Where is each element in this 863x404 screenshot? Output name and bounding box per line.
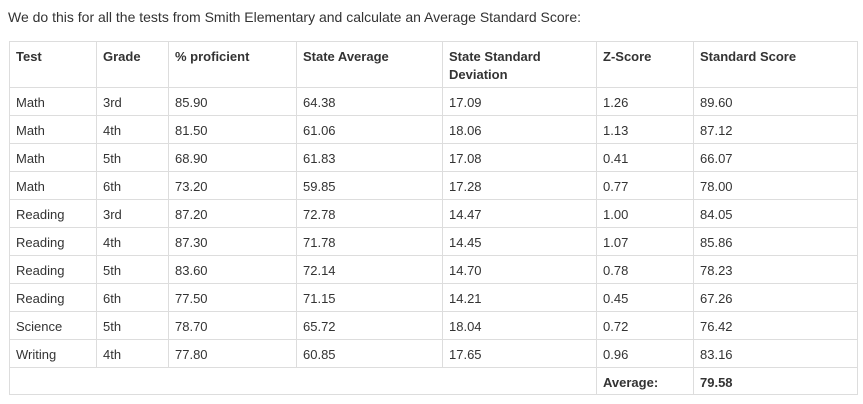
cell-state-average: 72.14: [296, 255, 443, 284]
cell-standard-score: 83.16: [693, 339, 858, 368]
cell-grade: 3rd: [96, 87, 169, 116]
table-row: Reading 5th 83.60 72.14 14.70 0.78 78.23: [9, 255, 858, 284]
cell-state-average: 61.06: [296, 115, 443, 144]
cell-test: Reading: [9, 283, 97, 312]
header-state-standard-deviation: State Standard Deviation: [442, 41, 597, 88]
cell-test: Reading: [9, 199, 97, 228]
cell-standard-score: 76.42: [693, 311, 858, 340]
cell-z-score: 0.45: [596, 283, 694, 312]
cell-percent-proficient: 87.30: [168, 227, 297, 256]
cell-percent-proficient: 78.70: [168, 311, 297, 340]
cell-test: Writing: [9, 339, 97, 368]
cell-z-score: 1.26: [596, 87, 694, 116]
header-percent-proficient: % proficient: [168, 41, 297, 88]
cell-standard-score: 84.05: [693, 199, 858, 228]
table-footer-row: Average: 79.58: [9, 367, 858, 395]
cell-standard-score: 78.23: [693, 255, 858, 284]
header-standard-score: Standard Score: [693, 41, 858, 88]
cell-z-score: 0.77: [596, 171, 694, 200]
cell-grade: 3rd: [96, 199, 169, 228]
cell-percent-proficient: 85.90: [168, 87, 297, 116]
cell-state-standard-deviation: 17.08: [442, 143, 597, 172]
table-row: Math 4th 81.50 61.06 18.06 1.13 87.12: [9, 115, 858, 144]
cell-state-standard-deviation: 14.45: [442, 227, 597, 256]
cell-grade: 4th: [96, 227, 169, 256]
cell-grade: 5th: [96, 255, 169, 284]
table-row: Science 5th 78.70 65.72 18.04 0.72 76.42: [9, 311, 858, 340]
cell-state-standard-deviation: 14.47: [442, 199, 597, 228]
header-z-score: Z-Score: [596, 41, 694, 88]
header-grade: Grade: [96, 41, 169, 88]
table-body: Math 3rd 85.90 64.38 17.09 1.26 89.60 Math 4th 81…: [9, 87, 858, 368]
cell-grade: 4th: [96, 339, 169, 368]
cell-test: Reading: [9, 255, 97, 284]
cell-state-standard-deviation: 18.04: [442, 311, 597, 340]
footer-empty-cell: [9, 367, 597, 395]
cell-percent-proficient: 77.80: [168, 339, 297, 368]
cell-standard-score: 89.60: [693, 87, 858, 116]
cell-state-standard-deviation: 17.65: [442, 339, 597, 368]
cell-percent-proficient: 68.90: [168, 143, 297, 172]
cell-test: Math: [9, 143, 97, 172]
header-state-average: State Average: [296, 41, 443, 88]
cell-state-average: 59.85: [296, 171, 443, 200]
cell-test: Math: [9, 87, 97, 116]
table-row: Math 3rd 85.90 64.38 17.09 1.26 89.60: [9, 87, 858, 116]
table-row: Reading 6th 77.50 71.15 14.21 0.45 67.26: [9, 283, 858, 312]
cell-state-standard-deviation: 17.09: [442, 87, 597, 116]
cell-test: Math: [9, 115, 97, 144]
cell-grade: 5th: [96, 143, 169, 172]
cell-z-score: 0.96: [596, 339, 694, 368]
average-label: Average:: [596, 367, 694, 395]
cell-standard-score: 78.00: [693, 171, 858, 200]
cell-test: Reading: [9, 227, 97, 256]
table-row: Math 6th 73.20 59.85 17.28 0.77 78.00: [9, 171, 858, 200]
cell-grade: 6th: [96, 283, 169, 312]
table-header-row: Test Grade % proficient State Average St…: [9, 41, 858, 88]
cell-state-standard-deviation: 14.21: [442, 283, 597, 312]
cell-state-average: 71.78: [296, 227, 443, 256]
cell-percent-proficient: 77.50: [168, 283, 297, 312]
cell-state-standard-deviation: 14.70: [442, 255, 597, 284]
cell-standard-score: 85.86: [693, 227, 858, 256]
cell-percent-proficient: 83.60: [168, 255, 297, 284]
cell-z-score: 1.13: [596, 115, 694, 144]
cell-standard-score: 66.07: [693, 143, 858, 172]
cell-test: Math: [9, 171, 97, 200]
cell-z-score: 0.41: [596, 143, 694, 172]
cell-percent-proficient: 87.20: [168, 199, 297, 228]
cell-z-score: 0.78: [596, 255, 694, 284]
header-test: Test: [9, 41, 97, 88]
cell-percent-proficient: 81.50: [168, 115, 297, 144]
cell-grade: 4th: [96, 115, 169, 144]
cell-state-average: 71.15: [296, 283, 443, 312]
table-row: Reading 4th 87.30 71.78 14.45 1.07 85.86: [9, 227, 858, 256]
cell-grade: 6th: [96, 171, 169, 200]
cell-percent-proficient: 73.20: [168, 171, 297, 200]
table-row: Writing 4th 77.80 60.85 17.65 0.96 83.16: [9, 339, 858, 368]
cell-state-average: 65.72: [296, 311, 443, 340]
cell-z-score: 0.72: [596, 311, 694, 340]
cell-state-average: 64.38: [296, 87, 443, 116]
cell-state-average: 60.85: [296, 339, 443, 368]
cell-state-standard-deviation: 18.06: [442, 115, 597, 144]
cell-state-average: 72.78: [296, 199, 443, 228]
cell-state-average: 61.83: [296, 143, 443, 172]
table-row: Reading 3rd 87.20 72.78 14.47 1.00 84.05: [9, 199, 858, 228]
cell-grade: 5th: [96, 311, 169, 340]
cell-standard-score: 87.12: [693, 115, 858, 144]
cell-state-standard-deviation: 17.28: [442, 171, 597, 200]
average-value: 79.58: [693, 367, 858, 395]
intro-text: We do this for all the tests from Smith …: [8, 9, 582, 25]
table-row: Math 5th 68.90 61.83 17.08 0.41 66.07: [9, 143, 858, 172]
standard-score-table: Test Grade % proficient State Average St…: [9, 41, 858, 395]
cell-standard-score: 67.26: [693, 283, 858, 312]
cell-test: Science: [9, 311, 97, 340]
cell-z-score: 1.00: [596, 199, 694, 228]
cell-z-score: 1.07: [596, 227, 694, 256]
